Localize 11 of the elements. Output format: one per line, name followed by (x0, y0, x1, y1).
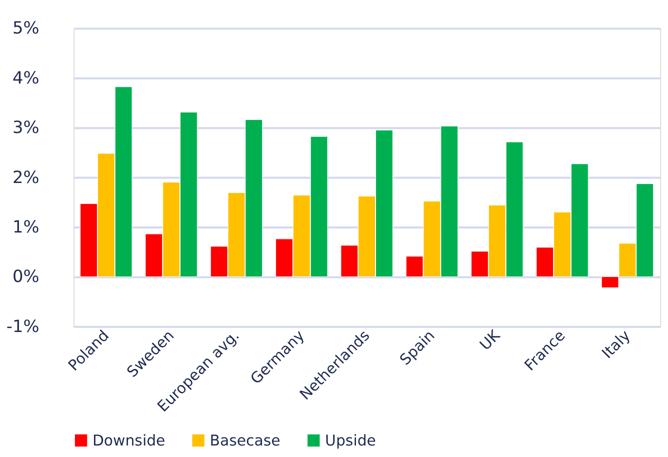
legend-label: Basecase (210, 431, 280, 450)
y-tick-label: 0% (12, 266, 40, 286)
legend-label: Upside (325, 431, 376, 450)
y-tick-label: 5% (12, 18, 40, 38)
y-tick-label: 4% (12, 67, 40, 88)
x-tick-label: UK (476, 326, 504, 354)
y-tick-label: -1% (6, 316, 40, 336)
legend-label: Downside (92, 431, 166, 450)
y-tick-label: 2% (12, 166, 40, 187)
y-tick-label: 3% (12, 117, 40, 138)
y-tick-label: 1% (12, 216, 40, 236)
